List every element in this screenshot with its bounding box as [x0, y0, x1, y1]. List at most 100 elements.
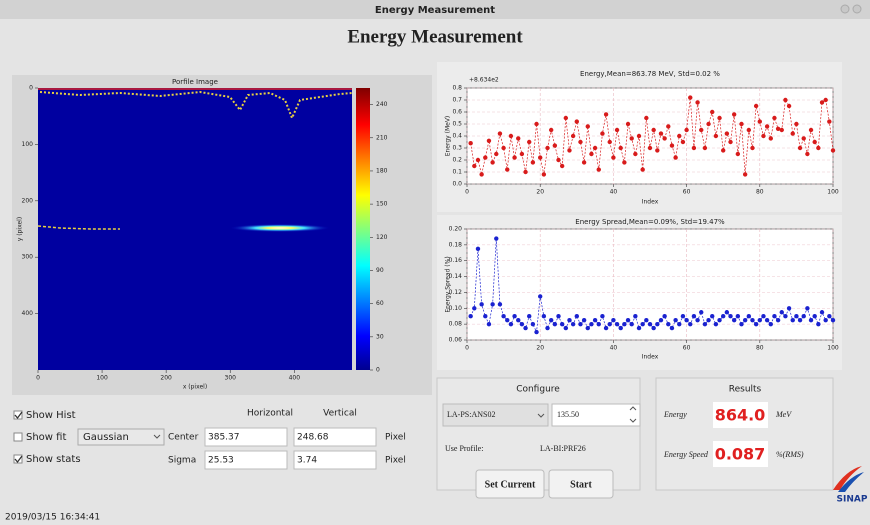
results-title: Results — [729, 385, 762, 395]
data-point — [703, 146, 707, 150]
data-point — [728, 140, 732, 144]
result-value: 0.087 — [715, 445, 766, 464]
data-point — [534, 330, 538, 334]
y-tick-label: 300 — [22, 254, 34, 261]
colorbar — [356, 88, 370, 370]
colorbar-tick-label: 210 — [376, 134, 388, 141]
data-point — [750, 146, 754, 150]
status-bar: 2019/03/15 16:34:41 — [5, 513, 100, 523]
data-point — [791, 131, 795, 135]
x-axis-label: x (pixel) — [183, 384, 207, 391]
data-point — [809, 318, 813, 322]
data-point — [772, 314, 776, 318]
data-point — [659, 131, 663, 135]
data-point — [626, 122, 630, 126]
input-value: 385.37 — [208, 433, 240, 443]
data-point — [622, 160, 626, 164]
close-button[interactable] — [853, 5, 861, 13]
data-point — [761, 314, 765, 318]
data-point — [673, 155, 677, 159]
chart-title: Energy Spread,Mean=0.09%, Std=19.47% — [575, 218, 725, 226]
data-point — [575, 119, 579, 123]
data-point — [813, 140, 817, 144]
data-point — [736, 314, 740, 318]
data-point — [575, 314, 579, 318]
data-point — [468, 314, 472, 318]
window: Energy Measurement Energy Measurement Sh… — [0, 0, 870, 525]
data-point — [553, 322, 557, 326]
button-label: Start — [570, 479, 592, 490]
data-point — [640, 167, 644, 171]
data-point — [593, 318, 597, 322]
configure-title: Configure — [516, 385, 560, 395]
chart-title: Porfile Image — [172, 78, 218, 86]
data-point — [758, 318, 762, 322]
data-point — [494, 236, 498, 240]
result-unit: MeV — [775, 410, 792, 419]
data-point — [597, 167, 601, 171]
setpoint-value: 135.50 — [557, 410, 579, 419]
result-label: Energy Speed — [663, 450, 709, 459]
data-point — [509, 322, 513, 326]
data-point — [520, 322, 524, 326]
data-point — [816, 322, 820, 326]
header-title: Energy Measurement — [347, 26, 523, 47]
result-value: 864.0 — [715, 406, 766, 425]
data-point — [765, 124, 769, 128]
data-point — [798, 146, 802, 150]
x-axis-label: Index — [642, 354, 659, 361]
result-unit: %(RMS) — [776, 450, 804, 459]
data-point — [831, 318, 835, 322]
data-point — [571, 322, 575, 326]
data-point — [783, 98, 787, 102]
data-point — [813, 314, 817, 318]
data-point — [637, 134, 641, 138]
data-point — [560, 322, 564, 326]
data-point — [725, 310, 729, 314]
colorbar-tick-label: 30 — [376, 333, 384, 340]
input-value: 25.53 — [208, 456, 234, 466]
data-point — [809, 128, 813, 132]
data-point — [747, 314, 751, 318]
y-tick-label: 0.8 — [452, 85, 462, 92]
y-tick-label: 0.1 — [452, 169, 462, 176]
page: Energy Measurement Energy Measurement Sh… — [0, 0, 870, 525]
data-point — [692, 314, 696, 318]
data-point — [483, 155, 487, 159]
heatmap — [38, 88, 370, 370]
data-point — [695, 100, 699, 104]
data-point — [472, 306, 476, 310]
data-point — [582, 160, 586, 164]
data-point — [670, 143, 674, 147]
data-point — [611, 318, 615, 322]
x-axis-label: Index — [642, 199, 659, 206]
row-label: Sigma — [168, 456, 196, 466]
data-point — [721, 148, 725, 152]
x-tick-label: 0 — [36, 375, 40, 382]
data-point — [823, 318, 827, 322]
data-point — [538, 294, 542, 298]
data-point — [509, 134, 513, 138]
data-point — [501, 146, 505, 150]
data-point — [776, 318, 780, 322]
data-point — [794, 122, 798, 126]
data-point — [545, 326, 549, 330]
data-point — [732, 318, 736, 322]
data-point — [567, 318, 571, 322]
data-point — [549, 318, 553, 322]
x-tick-label: 40 — [610, 189, 618, 196]
minimize-button[interactable] — [841, 5, 849, 13]
checkbox[interactable] — [14, 433, 22, 441]
data-point — [538, 155, 542, 159]
y-tick-label: 0.5 — [452, 121, 462, 128]
data-point — [765, 318, 769, 322]
colorbar-tick-label: 240 — [376, 101, 388, 108]
data-point — [597, 322, 601, 326]
data-point — [681, 314, 685, 318]
data-point — [780, 128, 784, 132]
data-point — [659, 318, 663, 322]
x-tick-label: 20 — [536, 189, 544, 196]
data-point — [754, 322, 758, 326]
data-point — [582, 318, 586, 322]
data-point — [728, 314, 732, 318]
